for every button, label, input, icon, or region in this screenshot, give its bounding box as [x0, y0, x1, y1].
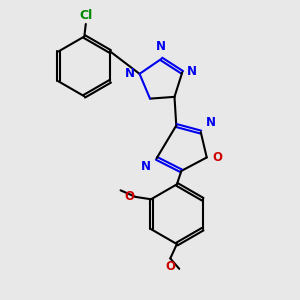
Text: O: O	[213, 151, 223, 164]
Text: O: O	[124, 190, 134, 203]
Text: N: N	[206, 116, 216, 128]
Text: N: N	[187, 65, 197, 78]
Text: Cl: Cl	[79, 9, 92, 22]
Text: N: N	[156, 40, 166, 53]
Text: N: N	[141, 160, 151, 173]
Text: N: N	[125, 67, 135, 80]
Text: O: O	[165, 260, 175, 273]
